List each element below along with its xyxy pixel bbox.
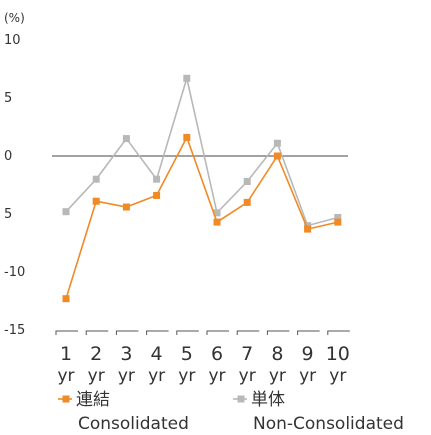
y-tick-label: 5 [4, 207, 12, 222]
x-tick-label: 10 [326, 343, 350, 365]
x-tick-unit: yr [239, 366, 256, 386]
x-tick-label: 1 [60, 343, 72, 365]
legend-swatch-marker [237, 395, 245, 403]
data-point [243, 178, 251, 186]
x-tick-bracket [55, 330, 78, 335]
series-line [65, 135, 338, 299]
x-tick-bracket [176, 330, 199, 335]
x-tick-unit: yr [299, 366, 316, 386]
x-tick-label: 6 [211, 343, 223, 365]
data-point [92, 197, 100, 205]
series-layer [62, 74, 342, 303]
y-tick-label: 10 [4, 33, 21, 48]
x-tick-unit: yr [118, 366, 135, 386]
legend-swatch-marker [62, 395, 70, 403]
x-tick-unit: yr [208, 366, 225, 386]
legend-label-ja: 連結 [76, 390, 110, 410]
data-point [183, 74, 191, 82]
data-point [153, 191, 161, 199]
x-tick-label: 7 [241, 343, 253, 365]
data-point [183, 133, 191, 141]
legend-label-ja: 単体 [251, 390, 285, 410]
x-tick-bracket [327, 330, 350, 335]
series-consolidated [62, 133, 342, 303]
legend-label-en: Non-Consolidated [253, 414, 404, 434]
x-tick-bracket [115, 330, 139, 335]
x-tick-unit: yr [329, 366, 346, 386]
data-point [273, 152, 281, 160]
data-point [153, 175, 161, 183]
x-tick-unit: yr [269, 366, 286, 386]
series-non-consolidated [62, 74, 342, 230]
x-tick-label: 9 [302, 343, 314, 365]
x-tick-label: 8 [271, 343, 283, 365]
legend-label-en: Consolidated [78, 414, 189, 434]
x-tick-label: 3 [120, 343, 132, 365]
data-point [122, 135, 130, 143]
x-tick-label: 5 [181, 343, 193, 365]
data-point [243, 198, 251, 206]
data-point [273, 139, 281, 147]
legend: 連結 Consolidated 単体 Non-Consolidated [58, 390, 404, 434]
data-point [213, 209, 221, 217]
data-point [62, 295, 70, 303]
x-tick-bracket [236, 330, 260, 335]
data-point [213, 218, 221, 226]
y-unit-label: (%) [4, 11, 25, 25]
x-tick-label: 4 [151, 343, 163, 365]
x-tick-unit: yr [178, 366, 195, 386]
x-tick-bracket [206, 330, 229, 335]
data-point [92, 175, 100, 183]
data-point [334, 213, 342, 221]
x-tick-label: 2 [90, 343, 102, 365]
data-point [304, 225, 312, 233]
y-tick-label: 0 [4, 149, 12, 164]
series-line [65, 75, 339, 227]
data-point [122, 203, 130, 211]
y-tick-label: -10 [4, 265, 25, 280]
legend-item-consolidated: 連結 Consolidated [58, 390, 189, 434]
x-tick-unit: yr [57, 366, 74, 386]
y-axis: 10 5 0 5 -10 -15 [4, 33, 25, 338]
x-tick-bracket [266, 330, 290, 335]
x-tick-bracket [297, 330, 320, 335]
x-tick-unit: yr [88, 366, 105, 386]
x-tick-bracket [85, 330, 109, 335]
x-tick-bracket [146, 330, 169, 335]
x-tick-unit: yr [148, 366, 165, 386]
data-point [62, 208, 70, 216]
y-tick-label: -15 [4, 323, 25, 338]
legend-item-non-consolidated: 単体 Non-Consolidated [233, 390, 404, 434]
y-tick-label: 5 [4, 91, 12, 106]
data-point [334, 218, 342, 226]
